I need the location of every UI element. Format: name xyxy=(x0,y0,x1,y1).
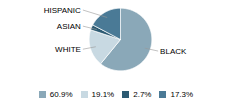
html-text:19.1%: 19.1% xyxy=(91,90,115,99)
html-text:60.9%: 60.9% xyxy=(49,90,73,99)
svg-text:WHITE: WHITE xyxy=(55,45,81,54)
svg-text:BLACK: BLACK xyxy=(160,47,187,56)
html-text:17.3%: 17.3% xyxy=(170,90,194,99)
svg-text:HISPANIC: HISPANIC xyxy=(44,6,81,15)
svg-text:ASIAN: ASIAN xyxy=(57,22,81,31)
html-text:2.7%: 2.7% xyxy=(133,90,152,99)
